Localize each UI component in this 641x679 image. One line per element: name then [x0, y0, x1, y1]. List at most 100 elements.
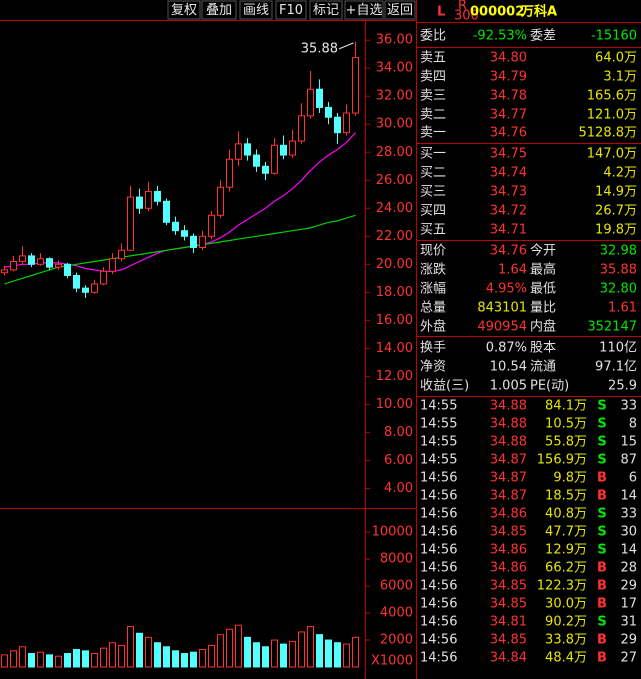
trade-time: 14:56 — [420, 489, 457, 504]
candle-body — [271, 144, 278, 174]
trade-volume: 18.5万 — [545, 489, 587, 504]
volume-bar — [280, 643, 287, 668]
candle-body — [226, 158, 233, 188]
candle-body — [199, 235, 206, 248]
trade-price: 34.88 — [490, 435, 527, 450]
volume-bar — [163, 646, 170, 668]
toolbar-button[interactable] — [344, 0, 384, 20]
trade-count: 29 — [620, 579, 637, 594]
toolbar-button[interactable] — [309, 0, 343, 20]
trade-volume: 84.1万 — [545, 399, 587, 414]
trade-count: 17 — [620, 597, 637, 612]
toolbar-button[interactable] — [201, 0, 237, 20]
trade-side: S — [597, 399, 606, 414]
trade-time: 14:56 — [420, 525, 457, 540]
trade-price: 34.86 — [490, 543, 527, 558]
volume-bar — [109, 642, 116, 668]
candle-body — [64, 263, 71, 277]
order-volume: 19.8万 — [595, 223, 637, 238]
toolbar-button[interactable] — [275, 0, 307, 20]
trade-side: B — [597, 471, 607, 486]
candle-body — [190, 235, 197, 248]
volume-bar — [1, 654, 8, 668]
order-volume: 4.2万 — [603, 166, 637, 181]
candle-body — [217, 186, 224, 216]
stock-name: 万科A — [520, 4, 557, 20]
order-level: 买四 — [420, 204, 446, 219]
candle-body — [46, 258, 53, 268]
stock-code: 000002 — [470, 5, 524, 20]
label: 换手 — [420, 341, 446, 356]
order-level: 买二 — [420, 166, 446, 181]
index-tag: 300 — [454, 9, 479, 24]
trade-price: 34.88 — [490, 417, 527, 432]
toolbar-button[interactable] — [239, 0, 273, 20]
toolbar-label: 复权 — [171, 2, 197, 18]
trade-side: S — [597, 543, 606, 558]
value: 490954 — [477, 320, 527, 335]
candle-body — [298, 115, 305, 142]
order-volume: 147.0万 — [587, 147, 637, 162]
volume-bar — [91, 653, 98, 668]
trade-side: B — [597, 489, 607, 504]
order-level: 买五 — [420, 223, 446, 238]
label: 涨跌 — [420, 262, 446, 278]
value: 1.005 — [490, 379, 527, 394]
y-tick-label: 22.00 — [376, 229, 413, 244]
y-tick-label: 16.00 — [376, 313, 413, 328]
y-tick-label: 24.00 — [376, 201, 413, 216]
y-tick-label: 2000 — [380, 633, 413, 648]
candle-body — [163, 200, 170, 223]
y-tick-label: 14.00 — [376, 341, 413, 356]
order-price: 34.79 — [490, 70, 527, 85]
moving-average — [4, 214, 356, 285]
toolbar-button[interactable] — [384, 0, 416, 20]
volume-bar — [217, 634, 224, 668]
volume-bar — [46, 654, 53, 668]
label: 量比 — [530, 301, 556, 316]
value: 1.64 — [498, 263, 527, 278]
order-price: 34.72 — [490, 204, 527, 219]
toolbar-button[interactable] — [167, 0, 201, 20]
value: 843101 — [477, 301, 527, 316]
volume-bar — [262, 646, 269, 668]
volume-bar — [325, 639, 332, 668]
trade-count: 33 — [620, 507, 637, 522]
label: 内盘 — [530, 319, 556, 335]
y-tick-label: 18.00 — [376, 285, 413, 300]
candle-body — [289, 140, 296, 156]
order-volume: 121.0万 — [587, 108, 637, 123]
volume-bar — [244, 636, 251, 668]
volume-bar — [298, 631, 305, 668]
trade-side: B — [597, 579, 607, 594]
volume-bar — [253, 642, 260, 668]
trade-volume: 156.9万 — [537, 453, 587, 468]
order-price: 34.78 — [490, 89, 527, 104]
order-level: 卖三 — [420, 89, 446, 104]
trade-time: 14:55 — [420, 435, 457, 450]
order-volume: 26.7万 — [595, 204, 637, 219]
order-price: 34.80 — [490, 51, 527, 66]
trade-price: 34.87 — [490, 489, 527, 504]
order-level: 卖四 — [420, 70, 446, 85]
high-label: 35.88 — [301, 41, 338, 56]
value: -15160 — [591, 29, 637, 44]
volume-bar — [145, 636, 152, 668]
y-tick-label: 8000 — [380, 552, 413, 567]
label: 最高 — [530, 262, 556, 278]
market-tag: L — [437, 5, 445, 20]
order-volume: 5128.8万 — [579, 126, 638, 141]
candle-body — [127, 196, 134, 251]
value: 4.95% — [486, 282, 527, 297]
candle-body — [73, 275, 80, 289]
y-tick-label: 26.00 — [376, 173, 413, 188]
candle-body — [55, 263, 62, 268]
candle-body — [280, 144, 287, 156]
trade-volume: 66.2万 — [545, 561, 587, 576]
volume-bar — [289, 640, 296, 668]
trade-count: 30 — [620, 525, 637, 540]
order-price: 34.73 — [490, 185, 527, 200]
trade-count: 31 — [620, 615, 637, 630]
trade-volume: 40.8万 — [545, 507, 587, 522]
y-tick-label: 28.00 — [376, 145, 413, 160]
